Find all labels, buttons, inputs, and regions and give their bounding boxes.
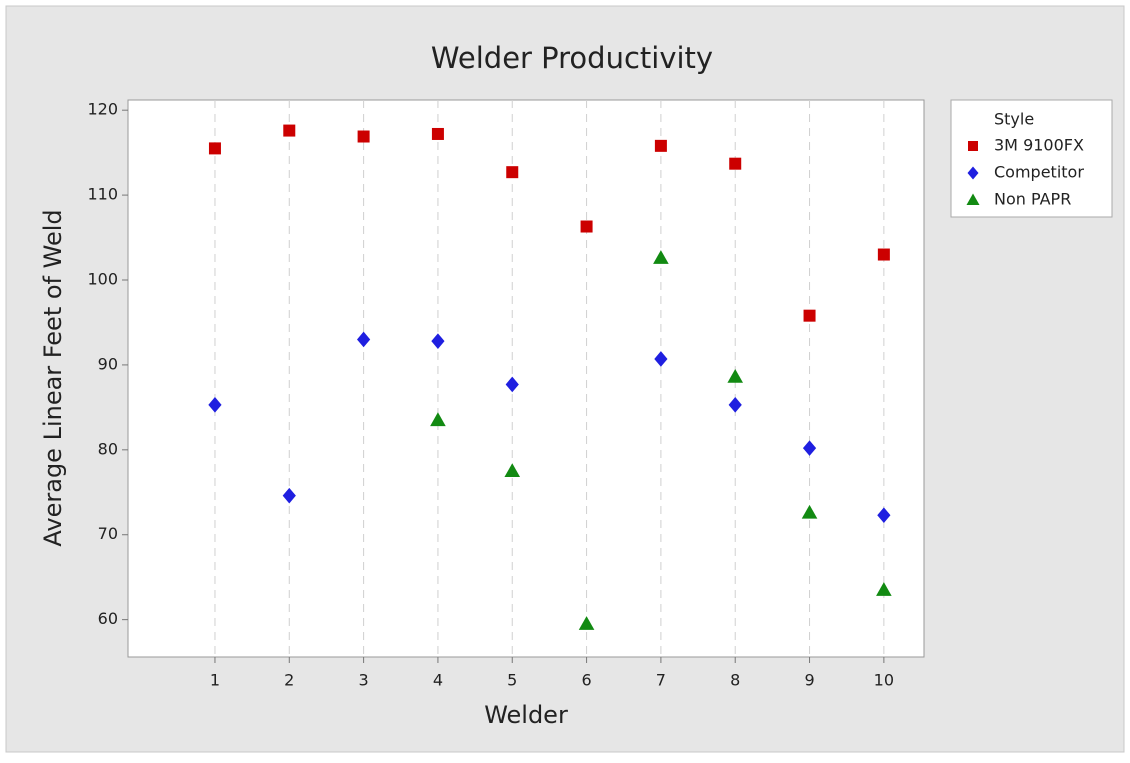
y-tick-label: 60 (98, 609, 118, 628)
x-tick-label: 4 (433, 671, 443, 690)
legend-label: Competitor (994, 163, 1084, 182)
legend-marker (968, 141, 978, 151)
point (728, 397, 742, 413)
point (506, 166, 519, 179)
legend-marker (967, 166, 979, 180)
x-tick-label: 2 (284, 671, 294, 690)
point (208, 142, 221, 155)
legend-marker (966, 193, 980, 205)
point (282, 487, 296, 504)
x-axis-label: Welder (484, 701, 568, 729)
y-tick-label: 100 (87, 270, 118, 289)
point (357, 130, 370, 143)
point (876, 582, 892, 596)
point (431, 333, 445, 349)
point (802, 440, 817, 456)
point (801, 504, 818, 519)
x-tick-label: 3 (359, 671, 369, 690)
legend-label: 3M 9100FX (994, 136, 1084, 155)
point (653, 250, 669, 264)
x-tick-label: 1 (210, 671, 220, 690)
y-tick-label: 80 (98, 439, 118, 458)
legend-title: Style (994, 110, 1034, 129)
legend-box (950, 99, 1113, 218)
point (431, 127, 444, 140)
x-tick-label: 8 (730, 671, 740, 690)
x-tick-label: 10 (874, 671, 894, 690)
point (654, 351, 668, 367)
y-tick-label: 110 (87, 185, 118, 204)
y-tick-label: 120 (87, 100, 118, 119)
y-axis-label: Average Linear Feet of Weld (39, 209, 67, 546)
point (283, 124, 296, 137)
point (430, 412, 446, 427)
point (208, 397, 222, 413)
x-tick-label: 7 (656, 671, 666, 690)
point (877, 248, 890, 261)
point (578, 616, 595, 630)
x-tick-label: 6 (581, 671, 591, 690)
x-tick-label: 5 (507, 671, 517, 690)
chart-title: Welder Productivity (431, 41, 713, 75)
point (727, 369, 744, 383)
legend-label: Non PAPR (994, 190, 1071, 209)
point (877, 507, 891, 524)
point (357, 331, 371, 348)
point (504, 463, 521, 478)
point (729, 157, 742, 170)
point (654, 139, 667, 152)
point (580, 220, 593, 233)
y-tick-label: 70 (98, 524, 118, 543)
y-tick-label: 90 (98, 354, 118, 373)
point (803, 309, 816, 322)
x-tick-label: 9 (804, 671, 814, 690)
point (505, 376, 519, 393)
plot-area (127, 99, 925, 658)
